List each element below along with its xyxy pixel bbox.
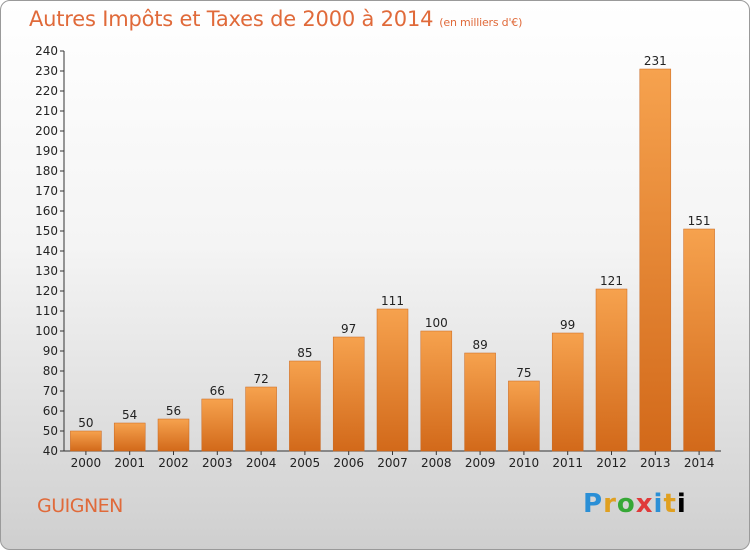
y-tick-label: 220: [35, 84, 58, 98]
data-label: 50: [78, 416, 93, 430]
y-tick-label: 170: [35, 184, 58, 198]
x-tick-label: 2006: [333, 456, 364, 470]
bar: [508, 380, 540, 452]
x-tick-label: 2002: [158, 456, 189, 470]
y-tick-label: 70: [43, 384, 58, 398]
x-tick-label: 2001: [114, 456, 145, 470]
x-tick-label: 2014: [684, 456, 715, 470]
data-label: 54: [122, 408, 137, 422]
data-label: 56: [166, 404, 181, 418]
y-tick-label: 140: [35, 244, 58, 258]
x-tick-label: 2010: [509, 456, 540, 470]
data-label: 151: [688, 214, 711, 228]
data-label: 75: [516, 366, 531, 380]
bar: [464, 352, 496, 452]
bar: [332, 336, 365, 452]
bar: [595, 288, 628, 452]
x-tick-label: 2008: [421, 456, 452, 470]
axes: 40 50 60 70 80 90 100 110 120 130 140 150 160 170 180 1…: [35, 44, 721, 470]
x-tick-label: 2000: [71, 456, 102, 470]
x-tick-label: 2011: [552, 456, 583, 470]
y-tick-label: 90: [43, 344, 58, 358]
x-tick-label: 2005: [290, 456, 321, 470]
y-tick-label: 50: [43, 424, 58, 438]
data-label: 85: [297, 346, 312, 360]
commune-name: GUIGNEN: [37, 495, 123, 517]
y-tick-label: 240: [35, 44, 58, 58]
data-label: 231: [644, 54, 667, 68]
bar: [113, 422, 146, 452]
data-label: 66: [210, 384, 225, 398]
bar: [376, 308, 409, 452]
chart-title: Autres Impôts et Taxes de 2000 à 2014 (en…: [29, 7, 523, 31]
data-label: 121: [600, 274, 623, 288]
y-tick-label: 110: [35, 304, 58, 318]
bars: [70, 68, 715, 452]
data-label: 89: [472, 338, 487, 352]
x-tick-label: 2007: [377, 456, 408, 470]
y-tick-label: 150: [35, 224, 58, 238]
bar: [157, 418, 190, 452]
proxiti-logo: Proxiti: [583, 489, 687, 519]
y-tick-label: 40: [43, 444, 58, 458]
bar: [70, 430, 102, 452]
y-tick-label: 130: [35, 264, 58, 278]
x-tick-label: 2009: [465, 456, 496, 470]
x-tick-label: 2004: [246, 456, 277, 470]
bar: [420, 330, 453, 452]
y-tick-label: 230: [35, 64, 58, 78]
y-tick-label: 100: [35, 324, 58, 338]
chart-subtitle: (en milliers d'€): [439, 16, 523, 29]
y-tick-label: 120: [35, 284, 58, 298]
data-label: 99: [560, 318, 575, 332]
x-tick-label: 2003: [202, 456, 233, 470]
y-tick-label: 180: [35, 164, 58, 178]
bar: [201, 398, 234, 452]
y-tick-label: 190: [35, 144, 58, 158]
bar: [245, 386, 277, 452]
y-tick-label: 160: [35, 204, 58, 218]
y-tick-label: 210: [35, 104, 58, 118]
data-labels: 50 54 56 66 72 85 97 111 100 89 75 99 121 231 151: [78, 54, 710, 430]
data-label: 72: [253, 372, 268, 386]
y-tick-label: 80: [43, 364, 58, 378]
bar: [639, 68, 672, 452]
x-tick-label: 2012: [596, 456, 627, 470]
data-label: 111: [381, 294, 404, 308]
bar: [551, 332, 584, 452]
bar: [289, 360, 321, 452]
y-tick-label: 60: [43, 404, 58, 418]
x-tick-label: 2013: [640, 456, 671, 470]
y-tick-label: 200: [35, 124, 58, 138]
data-label: 97: [341, 322, 356, 336]
data-label: 100: [425, 316, 448, 330]
bar: [683, 228, 715, 452]
